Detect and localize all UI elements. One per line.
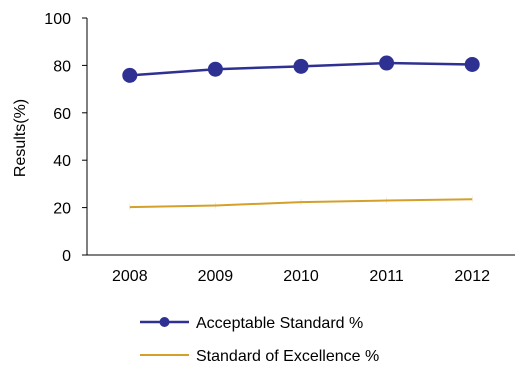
x-tick-label: 2009 (198, 268, 234, 285)
data-point (122, 67, 138, 83)
data-point (379, 55, 395, 71)
series-2 (129, 196, 473, 211)
y-axis-ticks: 0 20 40 60 80 100 (44, 11, 87, 265)
legend: Acceptable Standard % Standard of Excelle… (140, 315, 379, 365)
x-tick-label: 2010 (283, 268, 319, 285)
y-tick-label: 20 (53, 201, 71, 218)
series-1 (122, 55, 480, 83)
y-axis-title: Results(%) (12, 99, 29, 177)
y-tick-label: 0 (62, 248, 71, 265)
y-tick-label: 60 (53, 106, 71, 123)
y-tick-label: 80 (53, 58, 71, 75)
legend-item: Standard of Excellence % (140, 348, 379, 365)
x-tick-label: 2011 (369, 268, 404, 285)
legend-swatch-marker (159, 317, 170, 327)
legend-label: Acceptable Standard % (196, 315, 363, 332)
x-tick-label: 2012 (454, 268, 490, 285)
data-point (207, 61, 223, 77)
data-point (464, 56, 480, 72)
x-tick-label: 2008 (112, 268, 148, 285)
series-line (129, 198, 473, 209)
legend-label: Standard of Excellence % (196, 348, 379, 365)
legend-item: Acceptable Standard % (140, 315, 363, 332)
series-layer (122, 55, 480, 211)
data-point (293, 58, 309, 74)
y-tick-label: 40 (53, 153, 71, 170)
x-axis-ticks: 2008 2009 2010 2011 2012 (112, 268, 490, 285)
y-tick-label: 100 (44, 11, 71, 28)
